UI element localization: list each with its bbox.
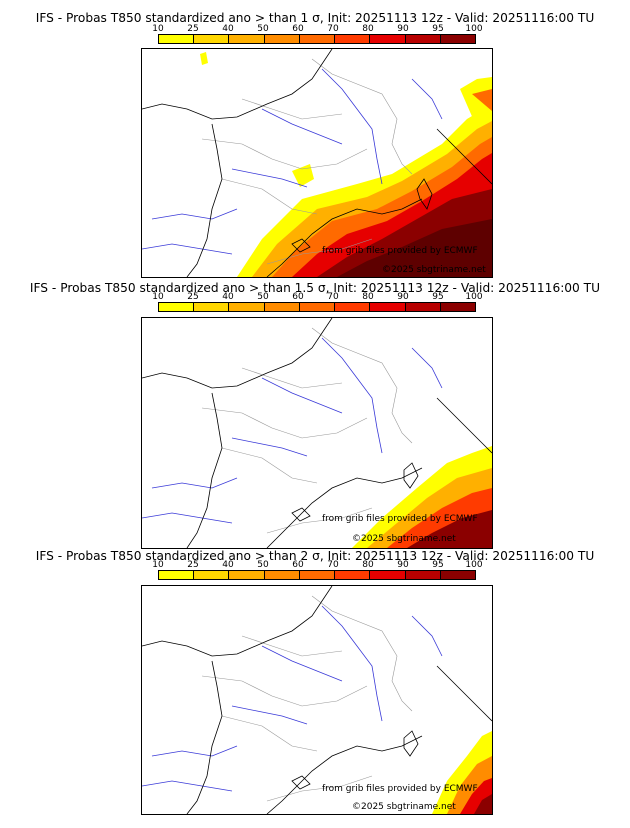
- colorbar-segment: [370, 303, 406, 311]
- colorbar-tick: 95: [432, 24, 444, 34]
- colorbar-segment: [335, 571, 371, 579]
- colorbar-segment: [264, 35, 300, 43]
- colorbar-segment: [370, 571, 406, 579]
- probability-map: [141, 317, 493, 549]
- rivers: [142, 337, 443, 524]
- colorbar-segment: [159, 303, 195, 311]
- colorbar-tick: 25: [187, 24, 199, 34]
- colorbar-tick: 40: [222, 24, 234, 34]
- colorbar-tick: 80: [362, 24, 374, 34]
- probability-shading: [352, 446, 492, 548]
- colorbar-tick: 100: [465, 560, 483, 570]
- country-borders: [201, 327, 413, 534]
- colorbar-tick: 25: [187, 292, 199, 302]
- colorbar-tick: 95: [432, 292, 444, 302]
- rivers: [142, 68, 443, 255]
- data-credit: from grib files provided by ECMWF: [322, 246, 478, 256]
- copyright: ©2025 sbgtriname.net: [352, 534, 456, 544]
- probability-shading: [200, 52, 492, 277]
- colorbar-segment: [264, 303, 300, 311]
- colorbar-segment: [440, 35, 475, 43]
- probability-map: [141, 585, 493, 815]
- map-panel-1: IFS - Probas T850 standardized ano > tha…: [0, 0, 630, 278]
- colorbar-segment: [440, 303, 475, 311]
- colorbar-tick: 40: [222, 292, 234, 302]
- colorbar-tick: 70: [327, 24, 339, 34]
- colorbar-tick: 95: [432, 560, 444, 570]
- colorbar-segment: [335, 303, 371, 311]
- colorbar-tick: 25: [187, 560, 199, 570]
- colorbar-tick: 80: [362, 292, 374, 302]
- probability-shading: [432, 731, 492, 814]
- colorbar-tick: 60: [292, 24, 304, 34]
- colorbar-tick: 50: [257, 560, 269, 570]
- colorbar-tick: 10: [152, 292, 164, 302]
- coastlines: [142, 318, 492, 548]
- data-credit: from grib files provided by ECMWF: [322, 784, 478, 794]
- probability-map: [141, 48, 493, 278]
- colorbar-tick: 40: [222, 560, 234, 570]
- coastlines: [142, 49, 492, 277]
- colorbar-segment: [405, 571, 441, 579]
- colorbar-segment: [194, 35, 230, 43]
- country-borders: [201, 58, 413, 265]
- colorbar-segment: [264, 571, 300, 579]
- colorbar-segment: [229, 35, 265, 43]
- colorbar: [158, 34, 476, 44]
- panel-title: IFS - Probas T850 standardized ano > tha…: [35, 549, 595, 563]
- panel-title: IFS - Probas T850 standardized ano > tha…: [35, 11, 595, 25]
- panel-title: IFS - Probas T850 standardized ano > tha…: [29, 281, 601, 295]
- colorbar-segment: [440, 571, 475, 579]
- colorbar-segment: [194, 303, 230, 311]
- country-borders: [201, 595, 413, 802]
- colorbar-tick: 10: [152, 24, 164, 34]
- colorbar-segment: [194, 571, 230, 579]
- colorbar-segment: [229, 303, 265, 311]
- colorbar: [158, 570, 476, 580]
- colorbar-tick: 70: [327, 560, 339, 570]
- colorbar-segment: [299, 35, 336, 43]
- colorbar-tick: 70: [327, 292, 339, 302]
- map-canvas: [142, 318, 492, 548]
- map-panel-3: IFS - Probas T850 standardized ano > tha…: [0, 548, 630, 828]
- copyright: ©2025 sbgtriname.net: [382, 265, 486, 275]
- map-canvas: [142, 49, 492, 277]
- colorbar: [158, 302, 476, 312]
- map-canvas: [142, 586, 492, 814]
- colorbar-segment: [299, 303, 336, 311]
- colorbar-tick: 50: [257, 24, 269, 34]
- map-panel-2: IFS - Probas T850 standardized ano > tha…: [0, 272, 630, 549]
- colorbar-tick: 80: [362, 560, 374, 570]
- colorbar-segment: [405, 303, 441, 311]
- copyright: ©2025 sbgtriname.net: [352, 802, 456, 812]
- coastlines: [142, 586, 492, 814]
- colorbar-tick: 10: [152, 560, 164, 570]
- colorbar-tick: 60: [292, 560, 304, 570]
- colorbar-tick: 90: [397, 24, 409, 34]
- colorbar-tick: 100: [465, 292, 483, 302]
- colorbar-segment: [370, 35, 406, 43]
- colorbar-segment: [299, 571, 336, 579]
- colorbar-segment: [159, 35, 195, 43]
- colorbar-tick: 60: [292, 292, 304, 302]
- colorbar-tick: 90: [397, 292, 409, 302]
- rivers: [142, 605, 443, 792]
- colorbar-tick: 90: [397, 560, 409, 570]
- colorbar-segment: [229, 571, 265, 579]
- colorbar-segment: [335, 35, 371, 43]
- colorbar-tick: 50: [257, 292, 269, 302]
- colorbar-segment: [159, 571, 195, 579]
- colorbar-segment: [405, 35, 441, 43]
- data-credit: from grib files provided by ECMWF: [322, 514, 478, 524]
- colorbar-tick: 100: [465, 24, 483, 34]
